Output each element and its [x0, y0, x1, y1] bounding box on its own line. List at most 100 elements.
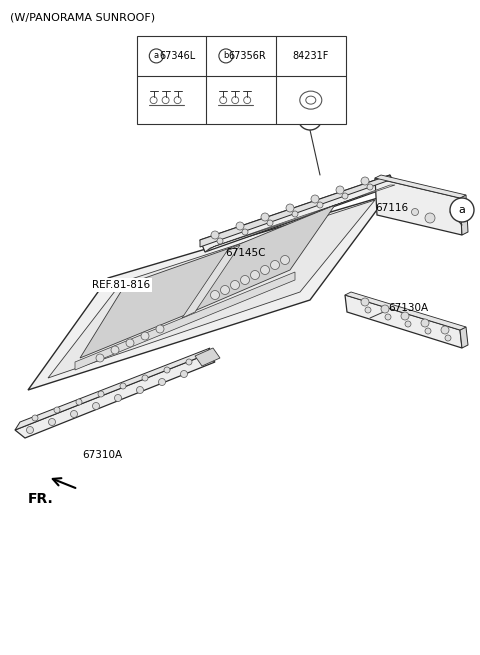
Text: 67116: 67116: [375, 203, 408, 213]
Circle shape: [242, 229, 248, 235]
Circle shape: [236, 222, 244, 230]
Ellipse shape: [306, 96, 316, 104]
Circle shape: [141, 332, 149, 340]
Circle shape: [361, 177, 369, 185]
Circle shape: [311, 195, 319, 203]
Polygon shape: [205, 185, 395, 252]
Polygon shape: [375, 175, 466, 198]
Circle shape: [120, 383, 126, 389]
Circle shape: [217, 238, 223, 244]
Text: FR.: FR.: [28, 492, 54, 506]
Circle shape: [158, 379, 166, 386]
Circle shape: [441, 326, 449, 334]
Circle shape: [232, 97, 239, 103]
Circle shape: [126, 339, 134, 347]
Circle shape: [211, 291, 219, 299]
Polygon shape: [345, 295, 462, 348]
Text: b: b: [223, 52, 228, 60]
Circle shape: [425, 213, 435, 223]
Circle shape: [267, 220, 273, 226]
Polygon shape: [185, 205, 335, 315]
Circle shape: [136, 386, 144, 394]
Circle shape: [219, 49, 233, 63]
Text: 67145C: 67145C: [225, 248, 265, 258]
Polygon shape: [75, 272, 295, 370]
Text: 67346L: 67346L: [159, 51, 195, 61]
Polygon shape: [200, 175, 390, 247]
Circle shape: [150, 97, 157, 103]
Circle shape: [381, 305, 389, 313]
Text: 84231F: 84231F: [293, 51, 329, 61]
Circle shape: [211, 231, 219, 239]
Circle shape: [93, 403, 99, 409]
Polygon shape: [460, 327, 468, 348]
Polygon shape: [460, 195, 468, 235]
Circle shape: [317, 202, 323, 208]
Circle shape: [251, 271, 260, 280]
Polygon shape: [28, 195, 388, 390]
Ellipse shape: [300, 91, 322, 109]
Text: (W/PANORAMA SUNROOF): (W/PANORAMA SUNROOF): [10, 12, 155, 22]
Polygon shape: [345, 292, 466, 330]
Polygon shape: [15, 355, 215, 438]
Circle shape: [280, 255, 289, 265]
Circle shape: [425, 328, 431, 334]
Circle shape: [164, 367, 170, 373]
Circle shape: [336, 186, 344, 194]
Circle shape: [26, 426, 34, 434]
Polygon shape: [15, 348, 210, 430]
Circle shape: [180, 371, 188, 377]
Circle shape: [361, 298, 369, 306]
Polygon shape: [182, 245, 240, 318]
Circle shape: [445, 335, 451, 341]
Circle shape: [244, 97, 251, 103]
Circle shape: [32, 415, 38, 421]
Text: 67310A: 67310A: [82, 450, 122, 460]
Circle shape: [71, 411, 77, 417]
Circle shape: [271, 261, 279, 269]
Text: 67130A: 67130A: [388, 303, 428, 313]
Circle shape: [240, 276, 250, 284]
Circle shape: [450, 198, 474, 222]
Circle shape: [405, 321, 411, 327]
Circle shape: [96, 354, 104, 362]
Text: a: a: [154, 52, 159, 60]
Circle shape: [162, 97, 169, 103]
Circle shape: [156, 325, 164, 333]
Bar: [137, 36, 346, 124]
Circle shape: [292, 211, 298, 217]
Polygon shape: [375, 178, 462, 235]
Circle shape: [421, 319, 429, 327]
Circle shape: [411, 208, 419, 215]
Circle shape: [367, 184, 373, 190]
Circle shape: [76, 399, 82, 405]
Circle shape: [261, 265, 269, 274]
Polygon shape: [200, 175, 395, 252]
Circle shape: [342, 193, 348, 199]
Text: REF.81-816: REF.81-816: [92, 280, 150, 290]
Circle shape: [286, 204, 294, 212]
Circle shape: [230, 280, 240, 290]
Circle shape: [54, 407, 60, 413]
Circle shape: [48, 419, 56, 426]
Circle shape: [186, 359, 192, 365]
Text: a: a: [458, 205, 466, 215]
Circle shape: [385, 314, 391, 320]
Circle shape: [174, 97, 181, 103]
Circle shape: [220, 286, 229, 295]
Circle shape: [298, 106, 322, 130]
Circle shape: [261, 213, 269, 221]
Polygon shape: [195, 348, 220, 366]
Text: b: b: [307, 113, 313, 123]
Text: 67356R: 67356R: [228, 51, 265, 61]
Circle shape: [149, 49, 163, 63]
Circle shape: [98, 391, 104, 397]
Polygon shape: [80, 248, 230, 358]
Circle shape: [111, 346, 119, 354]
Circle shape: [142, 375, 148, 381]
Circle shape: [220, 97, 227, 103]
Circle shape: [115, 394, 121, 402]
Polygon shape: [48, 200, 375, 378]
Circle shape: [401, 312, 409, 320]
Circle shape: [365, 307, 371, 313]
